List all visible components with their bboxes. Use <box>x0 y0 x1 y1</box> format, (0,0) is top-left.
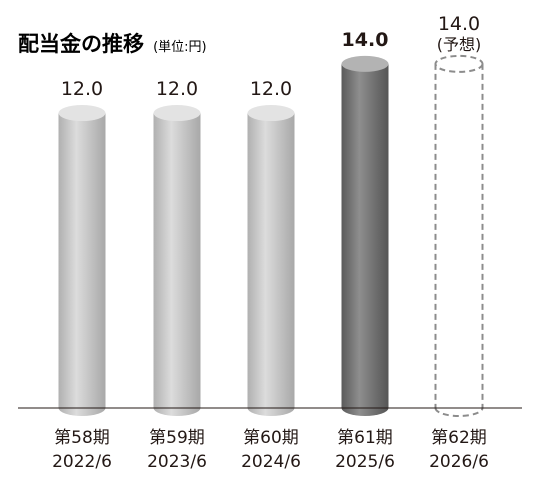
value-label: 12.0 <box>250 78 292 100</box>
bar <box>58 105 106 416</box>
chart-unit: (単位:円) <box>153 39 207 55</box>
bar-highlight <box>341 55 389 416</box>
category-period-label: 第62期 <box>431 428 487 448</box>
category-period-label: 第60期 <box>243 428 299 448</box>
chart-title-text: 配当金の推移 <box>18 32 144 56</box>
value-label: 12.0 <box>156 78 198 100</box>
category-period-label: 第58期 <box>54 428 110 448</box>
chart-title: 配当金の推移 (単位:円) <box>18 32 207 56</box>
value-label: 14.0 <box>438 13 480 35</box>
category-period-label: 第59期 <box>149 428 205 448</box>
bar-forecast <box>434 54 484 417</box>
category-date-label: 2023/6 <box>147 452 207 472</box>
forecast-note: (予想) <box>437 35 482 54</box>
labels-group: 12.0 第58期 2022/6 12.0 第59期 2023/6 12.0 第60期 2024… <box>52 13 489 472</box>
bars-group <box>58 54 484 417</box>
bar <box>153 105 201 416</box>
category-date-label: 2025/6 <box>335 452 395 472</box>
category-date-label: 2022/6 <box>52 452 112 472</box>
category-date-label: 2024/6 <box>241 452 301 472</box>
category-date-label: 2026/6 <box>429 452 489 472</box>
value-label: 12.0 <box>61 78 103 100</box>
value-label: 14.0 <box>342 29 389 51</box>
category-period-label: 第61期 <box>337 428 393 448</box>
bar <box>247 105 295 416</box>
